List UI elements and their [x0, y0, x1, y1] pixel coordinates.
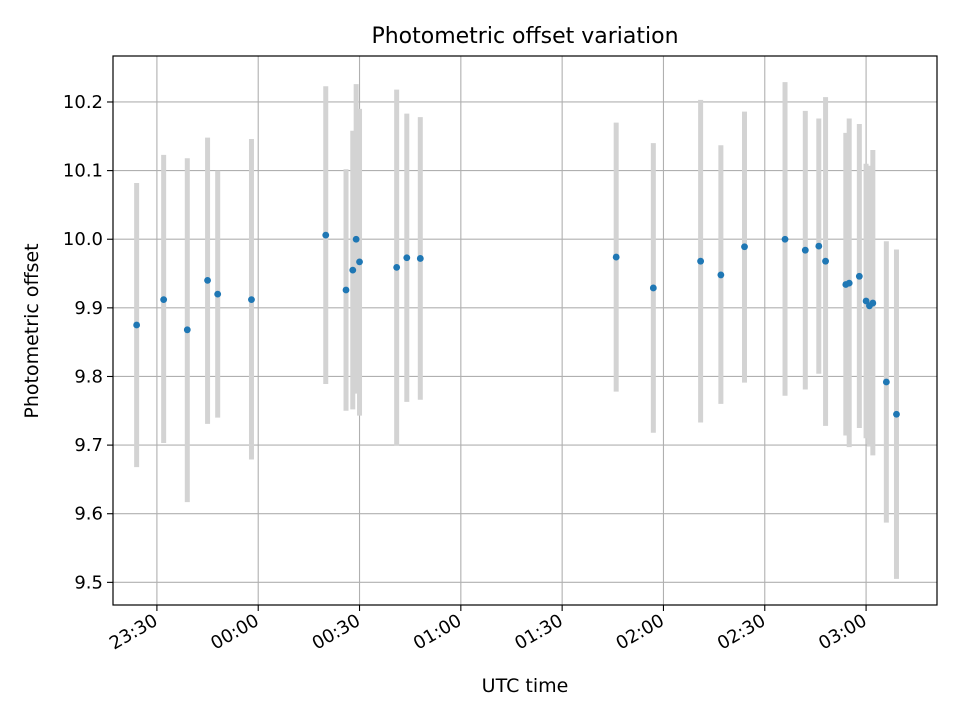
- data-point: [214, 290, 222, 298]
- data-point: [322, 231, 330, 239]
- data-point: [697, 257, 705, 265]
- data-point: [160, 296, 168, 304]
- data-point: [403, 254, 411, 262]
- data-point: [822, 257, 829, 265]
- data-point: [781, 235, 789, 243]
- y-axis-label: Photometric offset: [21, 243, 43, 418]
- data-point: [869, 299, 877, 307]
- y-tick-label: 10.0: [63, 229, 103, 250]
- data-points: [133, 231, 900, 418]
- y-tick-label: 9.5: [74, 572, 103, 593]
- data-point: [862, 297, 870, 305]
- data-point: [393, 263, 401, 271]
- y-tick-label: 9.6: [74, 504, 103, 525]
- x-axis-label: UTC time: [482, 675, 569, 697]
- data-point: [741, 243, 748, 251]
- data-point: [342, 286, 350, 294]
- data-point: [649, 284, 657, 292]
- y-tick-label: 9.8: [74, 366, 103, 387]
- data-point: [882, 378, 890, 386]
- y-tick-label: 9.7: [74, 435, 103, 456]
- data-point: [183, 326, 191, 334]
- data-point: [801, 246, 809, 254]
- data-point: [855, 272, 863, 280]
- y-axis-ticks: 9.5 9.6 9.7 9.8 9.9 10.0 10.1 10.2: [63, 92, 113, 593]
- data-point: [717, 271, 725, 279]
- data-point: [352, 235, 360, 243]
- y-tick-label: 10.1: [63, 161, 103, 182]
- data-point: [815, 242, 823, 250]
- data-point: [248, 296, 255, 304]
- plot-area-frame: [112, 55, 938, 606]
- data-point: [845, 279, 853, 287]
- data-point: [893, 410, 900, 418]
- chart-title: Photometric offset variation: [371, 24, 678, 49]
- data-point: [416, 255, 424, 262]
- data-point: [133, 321, 141, 329]
- y-tick-label: 9.9: [74, 298, 103, 319]
- data-point: [349, 266, 357, 274]
- y-tick-label: 10.2: [63, 92, 103, 113]
- data-point: [612, 253, 620, 261]
- data-point: [356, 258, 363, 266]
- data-point: [204, 277, 211, 284]
